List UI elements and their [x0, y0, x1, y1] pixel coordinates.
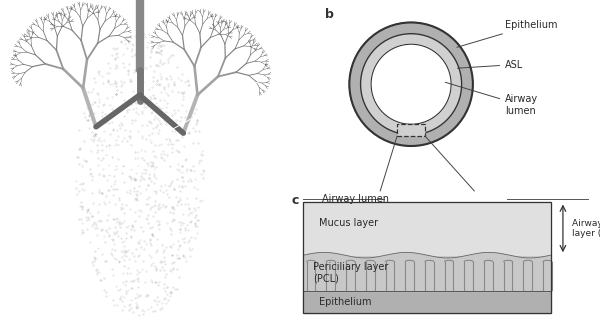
Bar	[304, 291, 551, 313]
Text: Periciliary layer
(PCL): Periciliary layer (PCL)	[313, 262, 388, 284]
Text: Epithelium: Epithelium	[457, 20, 557, 47]
Text: Airway
lumen: Airway lumen	[445, 82, 538, 116]
Text: Mucus layer: Mucus layer	[319, 218, 378, 228]
Bar	[304, 255, 551, 291]
Bar	[304, 202, 551, 255]
Text: b: b	[325, 9, 334, 22]
Text: Epithelium: Epithelium	[319, 297, 371, 307]
Text: a: a	[9, 10, 17, 23]
Text: ASL: ASL	[457, 60, 523, 69]
Circle shape	[349, 23, 473, 146]
Text: Airway surface
layer (ASL): Airway surface layer (ASL)	[572, 219, 600, 238]
Bar	[110, 147, 140, 168]
Circle shape	[361, 34, 461, 135]
Text: Airway lumen: Airway lumen	[322, 194, 389, 204]
Text: c: c	[291, 194, 298, 207]
Circle shape	[371, 44, 451, 124]
Bar	[397, 124, 425, 136]
Bar	[304, 202, 551, 313]
